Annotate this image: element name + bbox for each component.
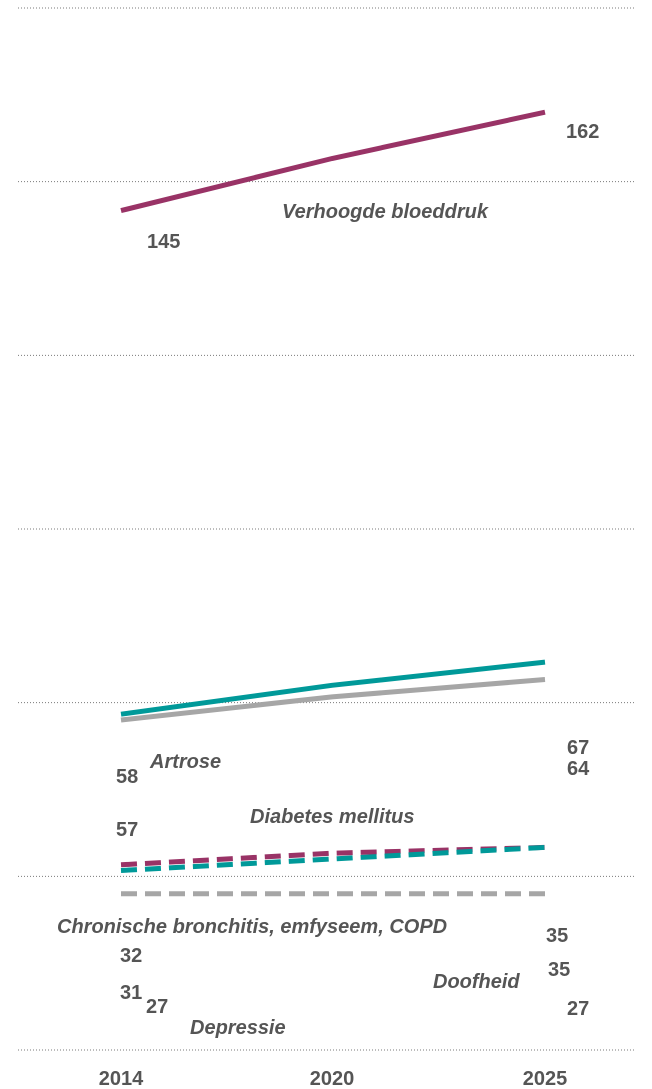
value-label-doofheid-start: 31 <box>120 982 142 1004</box>
value-label-doofheid-end: 35 <box>548 959 570 981</box>
x-tick-label: 2020 <box>310 1068 355 1089</box>
series-lines <box>120 109 546 897</box>
value-label-copd-start: 32 <box>120 945 142 967</box>
series-line-0 <box>120 109 546 214</box>
series-label-doofheid: Doofheid <box>433 971 520 993</box>
value-label-copd-end: 35 <box>546 925 568 947</box>
x-tick-label: 2025 <box>523 1068 568 1089</box>
value-label-artrose-start: 58 <box>116 766 138 788</box>
value-label-bloeddruk-end: 162 <box>566 121 599 143</box>
x-tick-label: 2014 <box>99 1068 144 1089</box>
value-label-depressie-start: 27 <box>146 996 168 1018</box>
value-label-bloeddruk-start: 145 <box>147 231 180 253</box>
series-label-copd: Chronische bronchitis, emfyseem, COPD <box>57 916 447 938</box>
value-label-depressie-end: 27 <box>567 998 589 1020</box>
series-label-artrose: Artrose <box>149 751 221 773</box>
value-label-diabetes-end: 64 <box>567 758 590 780</box>
series-label-verhoogde-bloeddruk: Verhoogde bloeddruk <box>282 201 489 223</box>
series-line-2 <box>120 677 546 723</box>
gridlines <box>18 7 636 1051</box>
series-label-depressie: Depressie <box>190 1017 286 1039</box>
series-label-diabetes: Diabetes mellitus <box>250 806 415 828</box>
value-label-diabetes-start: 57 <box>116 819 138 841</box>
value-label-artrose-end: 67 <box>567 737 589 759</box>
x-axis-ticks: 2014 2020 2025 <box>99 1068 568 1089</box>
series-line-1 <box>120 659 546 717</box>
